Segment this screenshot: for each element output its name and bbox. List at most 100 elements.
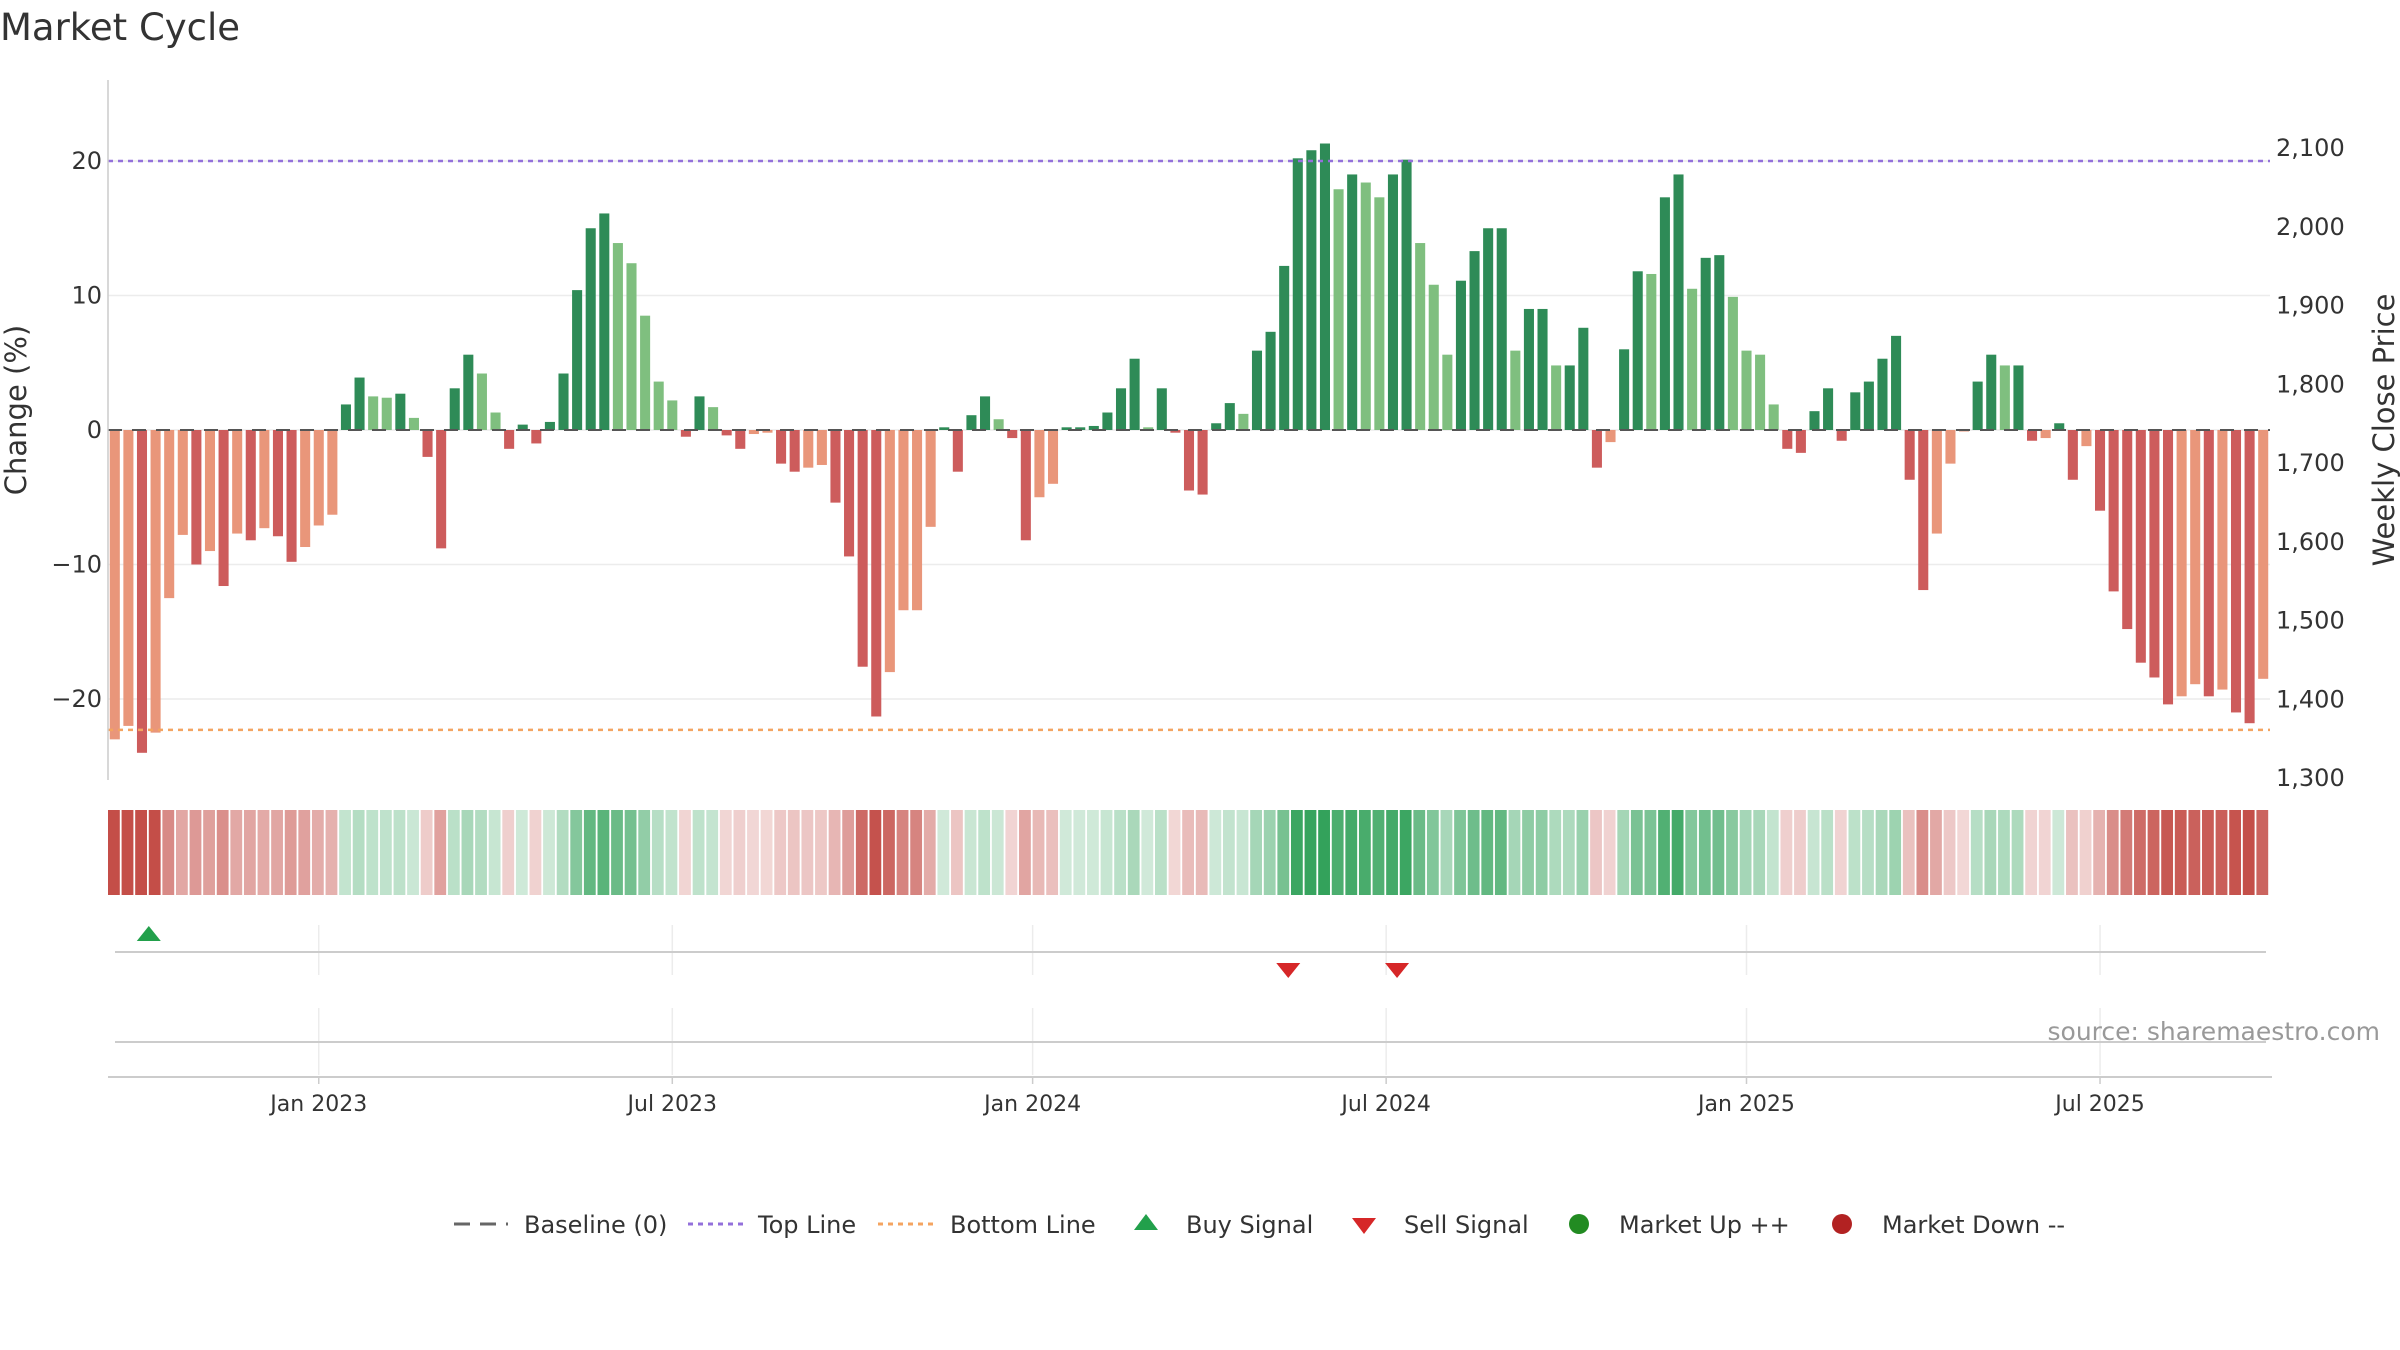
bar	[1700, 257, 1711, 430]
heat-cell	[1019, 810, 1031, 895]
bar	[1931, 430, 1942, 534]
heat-cell	[1168, 810, 1181, 895]
heat-cell	[475, 810, 487, 895]
market-down-dot-icon	[1832, 1214, 1852, 1234]
bar	[2122, 430, 2133, 630]
heat-cell	[1970, 810, 1983, 895]
market-up-dot-icon	[1569, 1214, 1589, 1234]
bar	[1891, 335, 1902, 430]
heat-cell	[1454, 810, 1466, 895]
bar	[340, 404, 351, 430]
bar	[1850, 392, 1861, 430]
bar	[1319, 143, 1330, 430]
bar	[2095, 430, 2106, 511]
heat-cell	[2120, 810, 2133, 895]
bar	[1687, 288, 1698, 430]
bar	[667, 400, 678, 430]
heat-cell	[1603, 810, 1616, 895]
y-tick-label: 20	[71, 147, 102, 175]
y-tick-label: −20	[51, 685, 102, 713]
bar	[803, 430, 814, 468]
heat-cell	[121, 810, 134, 895]
legend-bottom-line: Bottom Line	[878, 1211, 1096, 1239]
bar	[2230, 430, 2242, 713]
sell-signal-marker	[1276, 963, 1301, 978]
buy-signal-marker	[136, 926, 161, 941]
bar	[1115, 388, 1127, 431]
heat-cell	[257, 810, 270, 895]
bar	[1469, 251, 1480, 430]
heat-cell	[774, 810, 787, 895]
heat-cell	[692, 810, 705, 895]
heat-cell	[203, 810, 215, 895]
bar	[1714, 255, 1725, 430]
heat-cell	[461, 810, 474, 895]
heat-cell	[2188, 810, 2201, 895]
bar	[844, 430, 855, 557]
bar	[1673, 174, 1684, 430]
bar	[1143, 427, 1154, 430]
heat-cell	[2038, 810, 2051, 895]
bar	[912, 430, 923, 611]
heat-cell	[2011, 810, 2024, 895]
bar	[1918, 430, 1929, 591]
heat-cell	[1535, 810, 1548, 895]
heat-cell	[1209, 810, 1222, 895]
heat-cell	[978, 810, 991, 895]
heat-cell	[1426, 810, 1439, 895]
bar	[164, 430, 175, 599]
bar	[585, 228, 596, 430]
bar	[1659, 197, 1670, 430]
heat-cell	[1263, 810, 1276, 895]
bar	[1823, 388, 1834, 431]
bar	[708, 407, 719, 430]
bar	[980, 396, 991, 431]
x-tick-label: Jan 2025	[1696, 1092, 1795, 1117]
bars-layer	[109, 143, 2269, 753]
bar	[1727, 296, 1738, 431]
bar	[1102, 412, 1113, 430]
heat-cell	[1358, 810, 1371, 895]
heat-cell	[2134, 810, 2146, 895]
bar	[1442, 354, 1453, 430]
heat-cell	[339, 810, 351, 895]
bar	[150, 430, 161, 733]
heat-cell	[964, 810, 977, 895]
heat-cell	[162, 810, 175, 895]
heat-cell	[556, 810, 569, 895]
heat-cell	[828, 810, 841, 895]
x-tick-label: Jul 2024	[1339, 1092, 1431, 1117]
heat-cell	[515, 810, 528, 895]
x-axis: Jan 2023 Jul 2023 Jan 2024 Jul 2024 Jan 2025…	[108, 1076, 2272, 1117]
heat-cell	[2025, 810, 2038, 895]
heat-cell	[1073, 810, 1086, 895]
bar	[1523, 308, 1534, 430]
heat-cell	[189, 810, 202, 895]
heat-cell	[1957, 810, 1970, 895]
heat-cell	[529, 810, 542, 895]
bar	[1238, 413, 1249, 430]
y2-tick-label: 2,100	[2276, 134, 2345, 162]
bar	[1986, 354, 1997, 430]
heat-cell	[1998, 810, 2010, 895]
heat-cell	[1984, 810, 1997, 895]
bar	[993, 419, 1004, 430]
bar	[721, 430, 732, 436]
legend-baseline: Baseline (0)	[454, 1211, 667, 1239]
y2-tick-label: 1,600	[2276, 528, 2345, 556]
bar	[1877, 358, 1888, 430]
heat-cell	[665, 810, 678, 895]
heat-cell	[2106, 810, 2119, 895]
heat-cell	[379, 810, 392, 895]
bar	[816, 430, 827, 465]
bar	[1455, 280, 1466, 430]
bar	[898, 430, 909, 611]
y-tick-label: 10	[71, 282, 102, 310]
bar	[2162, 430, 2174, 705]
bar	[2067, 430, 2078, 480]
heat-cell	[1508, 810, 1521, 895]
bar	[925, 430, 936, 527]
bar	[1551, 365, 1562, 430]
bar	[300, 430, 311, 548]
